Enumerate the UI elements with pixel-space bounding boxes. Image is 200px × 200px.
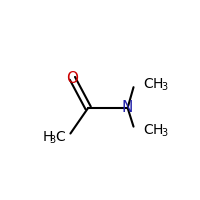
Text: N: N [122,100,133,115]
Text: C: C [56,130,65,144]
Text: H: H [43,130,53,144]
Text: O: O [66,71,78,86]
Text: 3: 3 [161,82,167,92]
Text: C: C [143,77,153,91]
Text: 3: 3 [161,128,167,138]
Text: 3: 3 [50,135,56,145]
Text: H: H [152,123,163,137]
Text: H: H [152,77,163,91]
Text: C: C [143,123,153,137]
